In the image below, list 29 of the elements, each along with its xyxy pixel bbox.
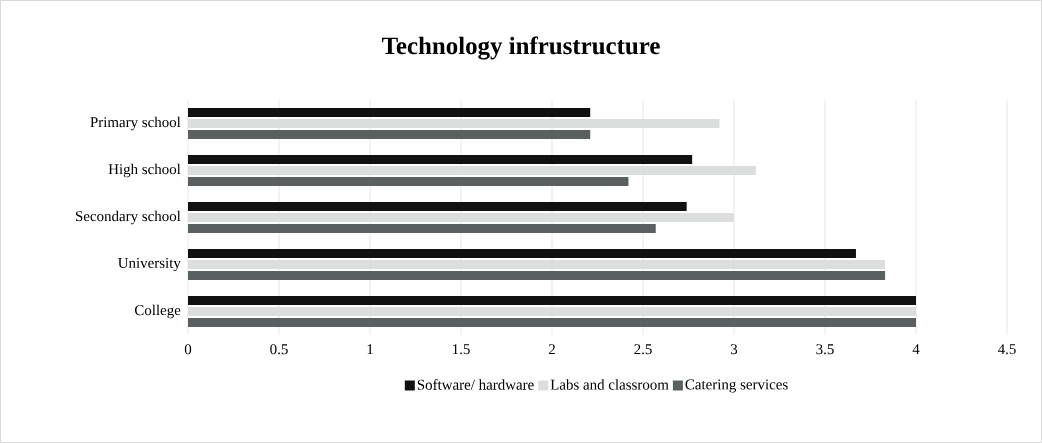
y-tick-label: High school [108, 163, 181, 178]
bar [188, 176, 629, 186]
x-tick-label: 1 [367, 344, 373, 355]
bar [188, 107, 591, 117]
x-tick-label: 4.5 [997, 344, 1016, 355]
bar [188, 270, 886, 280]
y-tick-label: College [134, 304, 181, 319]
legend-label: Labs and classroom [550, 379, 669, 390]
chart-title: Technology infrustructure [381, 36, 660, 60]
bar [188, 201, 687, 211]
bar [188, 129, 591, 139]
bar [188, 317, 916, 327]
bar [188, 154, 693, 164]
y-tick-label: Primary school [90, 116, 181, 131]
x-tick-label: 4 [912, 344, 920, 354]
bar [188, 223, 656, 233]
x-tick-label: 3 [730, 344, 738, 355]
y-tick-label: Secondary school [76, 210, 181, 225]
x-tick-label: 1.5 [452, 344, 470, 355]
bar [188, 295, 916, 305]
x-tick-label: 3.5 [816, 344, 834, 355]
legend-label: Catering services [685, 379, 788, 393]
x-tick-label: 0 [184, 344, 192, 355]
bar [188, 248, 856, 258]
legend-label: Software/ hardware [417, 379, 534, 390]
x-tick-label: 0.5 [270, 344, 288, 355]
y-tick-label: University [118, 257, 181, 272]
x-tick-label: 2.5 [634, 344, 652, 355]
x-tick-label: 2 [548, 344, 555, 355]
